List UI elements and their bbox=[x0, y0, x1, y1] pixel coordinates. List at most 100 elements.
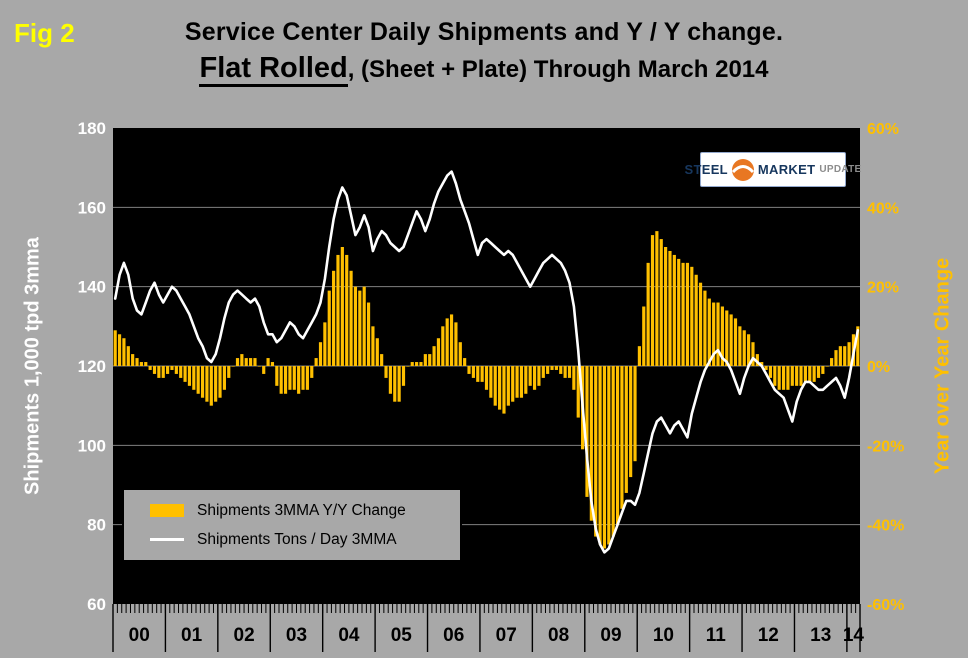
x-axis-year-label: 09 bbox=[600, 625, 621, 646]
yoy-change-bar bbox=[838, 346, 842, 366]
yoy-change-bar bbox=[144, 362, 148, 366]
yoy-change-bar bbox=[760, 362, 764, 366]
x-axis-year-label: 12 bbox=[758, 625, 779, 646]
yoy-change-bar bbox=[607, 366, 611, 545]
yoy-change-bar bbox=[244, 358, 248, 366]
yoy-change-bar bbox=[825, 366, 829, 367]
yoy-change-bar bbox=[502, 366, 506, 414]
yoy-change-bar bbox=[703, 290, 707, 366]
yoy-change-bar bbox=[393, 366, 397, 402]
yoy-change-bar bbox=[454, 322, 458, 366]
yoy-change-bar bbox=[419, 362, 423, 366]
yoy-change-bar bbox=[506, 366, 510, 406]
yoy-change-bar bbox=[843, 346, 847, 366]
yoy-change-bar bbox=[117, 334, 122, 366]
yoy-change-bar bbox=[139, 362, 143, 366]
legend-line-label: Shipments Tons / Day 3MMA bbox=[197, 530, 397, 548]
yoy-change-bar bbox=[205, 366, 209, 402]
yoy-change-bar bbox=[463, 358, 467, 366]
yoy-change-bar bbox=[183, 366, 187, 382]
yoy-change-bar bbox=[397, 366, 401, 402]
yoy-change-bar bbox=[694, 274, 698, 366]
yoy-change-bar bbox=[830, 358, 834, 366]
yoy-change-bar bbox=[476, 366, 480, 382]
yoy-change-bar bbox=[664, 247, 668, 366]
legend-bar-label: Shipments 3MMA Y/Y Change bbox=[197, 501, 406, 519]
yoy-change-bar bbox=[655, 231, 659, 366]
x-axis-year-label: 01 bbox=[181, 625, 203, 646]
yoy-change-bar bbox=[240, 354, 244, 366]
yoy-change-bar bbox=[353, 286, 358, 366]
yoy-change-bar bbox=[537, 366, 541, 386]
left-axis-tick-label: 140 bbox=[78, 278, 106, 297]
yoy-change-bar bbox=[729, 314, 733, 366]
yoy-change-bar bbox=[380, 354, 384, 366]
yoy-change-bar bbox=[598, 366, 602, 545]
left-axis-tick-label: 60 bbox=[87, 595, 106, 614]
x-axis-year-label: 02 bbox=[234, 625, 255, 646]
yoy-change-bar bbox=[218, 366, 222, 398]
yoy-change-bar bbox=[642, 306, 646, 366]
yoy-change-bar bbox=[388, 366, 392, 394]
left-axis-tick-label: 120 bbox=[78, 357, 106, 376]
left-axis-tick-label: 80 bbox=[87, 516, 106, 535]
right-axis-tick-label: 20% bbox=[867, 280, 899, 297]
yoy-change-bar bbox=[685, 262, 690, 366]
subtitle-rest: , (Sheet + Plate) Through March 2014 bbox=[347, 56, 769, 83]
yoy-change-bar bbox=[733, 318, 738, 366]
yoy-change-bar bbox=[196, 366, 200, 394]
yoy-change-bar bbox=[856, 326, 860, 366]
yoy-change-bar bbox=[620, 366, 624, 509]
yoy-change-bar bbox=[768, 366, 773, 378]
yoy-change-bar bbox=[572, 366, 576, 390]
yoy-change-bar bbox=[200, 366, 205, 398]
yoy-change-bar bbox=[511, 366, 515, 402]
left-axis-tick-label: 180 bbox=[78, 119, 106, 138]
yoy-change-bar bbox=[773, 366, 777, 386]
yoy-change-bar bbox=[489, 366, 493, 398]
line-series-swatch bbox=[150, 538, 184, 541]
yoy-change-bar bbox=[253, 358, 257, 366]
right-axis-tick-label: 40% bbox=[867, 200, 899, 217]
header: Service Center Daily Shipments and Y / Y… bbox=[0, 0, 968, 87]
yoy-change-bar bbox=[179, 366, 183, 378]
shipments-line bbox=[113, 170, 860, 554]
yoy-change-bar bbox=[528, 366, 532, 386]
yoy-change-bar bbox=[436, 338, 441, 366]
yoy-change-bar bbox=[659, 239, 663, 366]
yoy-change-bar bbox=[484, 366, 489, 390]
yoy-change-bar bbox=[816, 366, 821, 378]
x-axis-year-label: 11 bbox=[706, 625, 727, 646]
yoy-change-bar bbox=[637, 346, 641, 366]
yoy-change-bar bbox=[786, 366, 790, 390]
legend-entry-bars: Shipments 3MMA Y/Y Change bbox=[150, 502, 460, 520]
yoy-change-bar bbox=[358, 290, 362, 366]
yoy-change-bar bbox=[821, 366, 825, 374]
yoy-change-bar bbox=[332, 270, 336, 366]
yoy-change-bar bbox=[747, 334, 751, 366]
right-axis-tick-label: 0% bbox=[867, 359, 890, 376]
yoy-change-bar bbox=[755, 354, 759, 366]
right-axis-tick-label: -20% bbox=[867, 438, 904, 455]
yoy-change-bar bbox=[738, 326, 742, 366]
bar-series-swatch bbox=[150, 504, 184, 517]
yoy-change-bar bbox=[340, 247, 344, 366]
yoy-change-bar bbox=[428, 354, 432, 366]
logo-steel-text: STEEL bbox=[684, 162, 728, 177]
yoy-change-bar bbox=[585, 366, 589, 497]
yoy-change-bar bbox=[445, 318, 449, 366]
yoy-change-bar bbox=[589, 366, 593, 521]
yoy-change-bar bbox=[415, 362, 419, 366]
yoy-change-bar bbox=[406, 366, 410, 367]
yoy-change-bar bbox=[161, 366, 165, 378]
yoy-change-bar bbox=[152, 366, 157, 374]
yoy-change-bar bbox=[288, 366, 292, 390]
yoy-change-bar bbox=[672, 254, 676, 366]
x-axis-year-label: 06 bbox=[443, 625, 464, 646]
yoy-change-bar bbox=[458, 342, 462, 366]
yoy-change-bar bbox=[550, 366, 554, 370]
yoy-change-bar bbox=[764, 366, 768, 370]
right-axis-tick-label: -40% bbox=[867, 518, 904, 535]
yoy-change-bar bbox=[279, 366, 283, 394]
x-axis-year-label: 10 bbox=[653, 625, 674, 646]
